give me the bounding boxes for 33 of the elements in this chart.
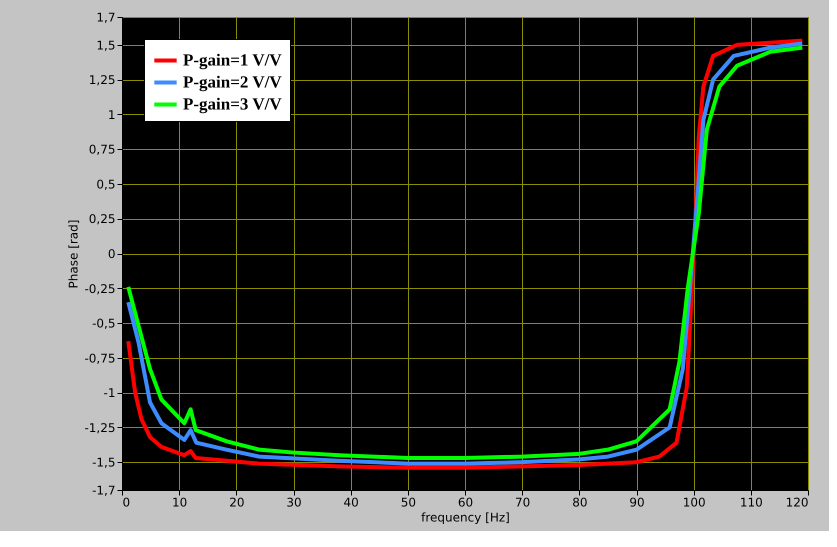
y-tick-label: -0,75 [84, 351, 116, 366]
y-tick-label: 1,5 [96, 38, 116, 52]
x-tick-label: 90 [629, 496, 645, 510]
x-tick-label: 110 [740, 496, 763, 510]
x-tick-label: 40 [344, 496, 359, 510]
x-tick-label: 100 [682, 496, 706, 510]
x-axis-title: frequency [Hz] [421, 510, 510, 524]
y-tick-label: 0 [108, 247, 116, 261]
y-tick-label: 1 [108, 108, 116, 122]
legend-label: P-gain=3 V/V [183, 94, 282, 114]
x-tick-label: 120 [786, 496, 808, 510]
x-tick-label: 10 [172, 496, 188, 510]
y-tick-label: 1,7 [96, 10, 116, 24]
x-tick-label: 60 [458, 496, 474, 510]
y-tick-label: -1 [104, 386, 116, 400]
x-tick-label: 20 [229, 496, 244, 510]
y-tick-label: 0,75 [88, 142, 116, 157]
x-tick-label: 50 [400, 496, 416, 510]
y-tick-label: -0,5 [92, 316, 116, 331]
y-axis-title: Phase [rad] [66, 220, 80, 288]
y-tick-label: -1,5 [92, 456, 116, 470]
y-tick-label: -1,7 [92, 484, 116, 498]
x-tick-label: 80 [572, 496, 588, 510]
x-tick-label: 30 [286, 496, 302, 510]
y-tick-label: 0,5 [96, 177, 116, 192]
y-tick-label: 1,25 [88, 73, 116, 88]
y-tick-label: -0,25 [84, 282, 116, 296]
legend-label: P-gain=2 V/V [183, 72, 282, 92]
x-tick-label: 70 [515, 496, 530, 510]
legend-label: P-gain=1 V/V [183, 50, 282, 70]
x-tick-label: 0 [122, 496, 130, 510]
y-tick-label: -1,25 [84, 420, 116, 435]
y-tick-label: 0,25 [88, 212, 116, 226]
